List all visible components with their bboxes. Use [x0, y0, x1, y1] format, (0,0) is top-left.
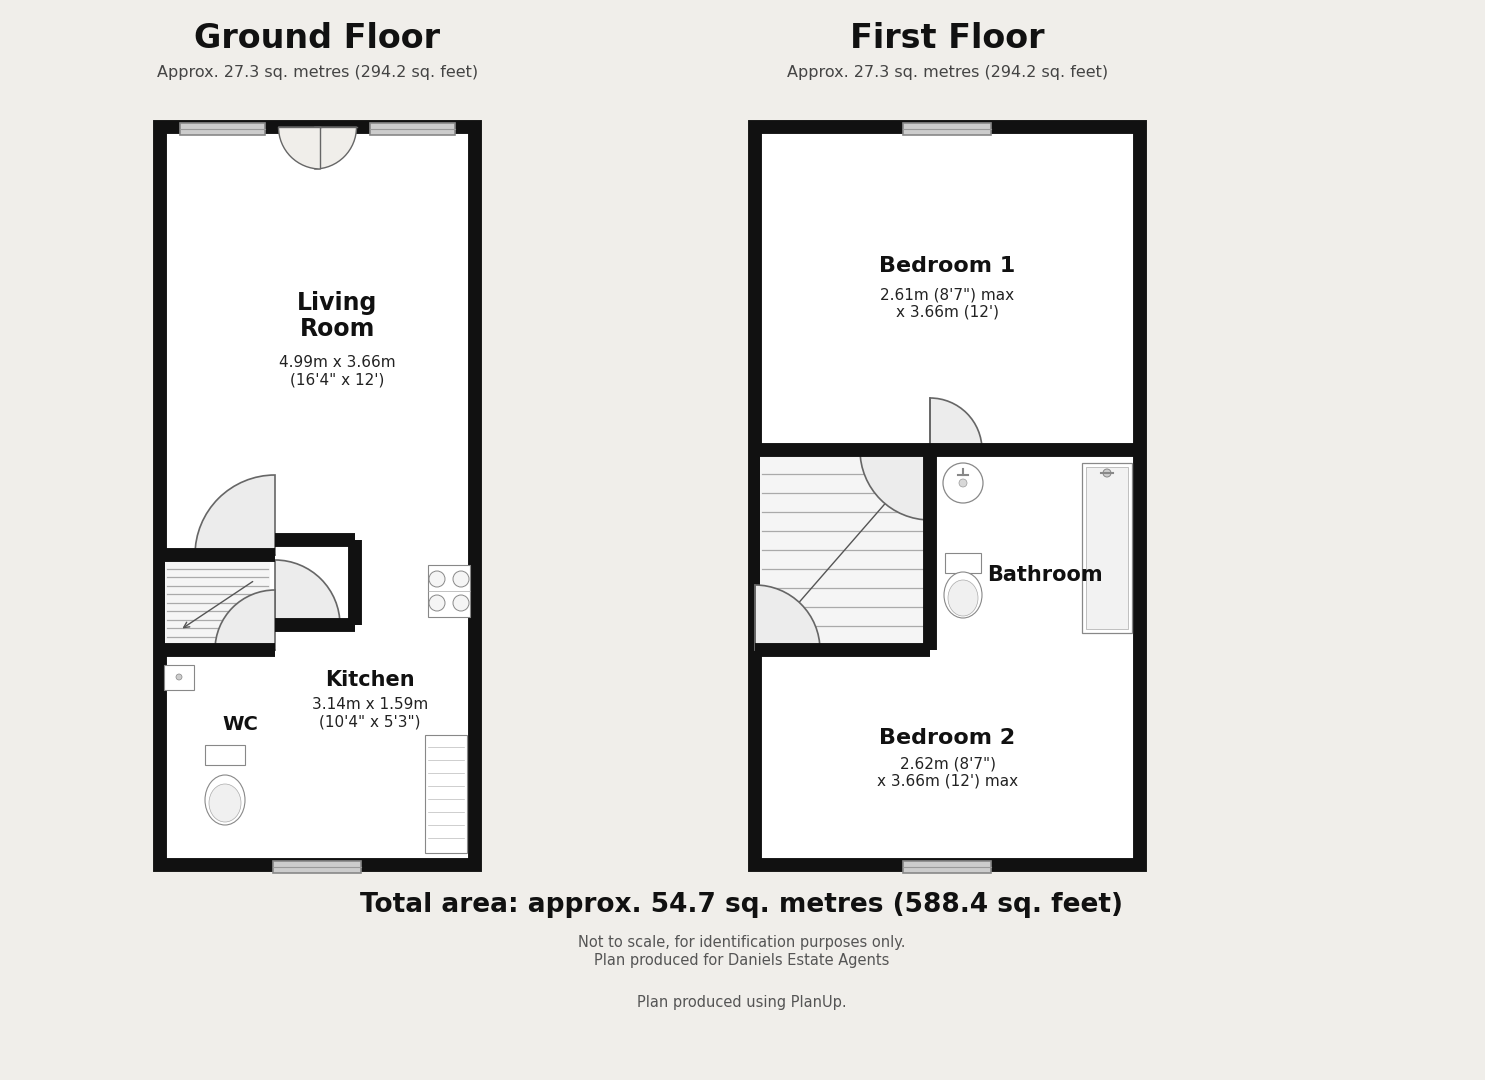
- Text: Approx. 27.3 sq. metres (294.2 sq. feet): Approx. 27.3 sq. metres (294.2 sq. feet): [157, 65, 478, 80]
- Bar: [1086, 467, 1129, 629]
- Wedge shape: [860, 450, 930, 519]
- Circle shape: [177, 674, 183, 680]
- Text: 3.14m x 1.59m
(10'4" x 5'3"): 3.14m x 1.59m (10'4" x 5'3"): [312, 697, 428, 729]
- Text: WC: WC: [223, 715, 258, 734]
- Wedge shape: [215, 590, 275, 650]
- Bar: [205, 745, 245, 765]
- Bar: [760, 455, 925, 645]
- Text: Plan produced using PlanUp.: Plan produced using PlanUp.: [637, 996, 846, 1011]
- Text: 4.99m x 3.66m
(16'4" x 12'): 4.99m x 3.66m (16'4" x 12'): [279, 355, 396, 388]
- Bar: [273, 861, 361, 873]
- Bar: [1083, 463, 1132, 633]
- Ellipse shape: [205, 775, 245, 825]
- Bar: [160, 127, 475, 865]
- Bar: [180, 123, 264, 135]
- Text: Bedroom 2: Bedroom 2: [879, 728, 1016, 747]
- Circle shape: [429, 595, 446, 611]
- Text: 2.62m (8'7")
x 3.66m (12') max: 2.62m (8'7") x 3.66m (12') max: [878, 756, 1019, 788]
- Text: Ground Floor: Ground Floor: [195, 22, 441, 54]
- Wedge shape: [930, 399, 982, 450]
- Wedge shape: [315, 127, 356, 168]
- Text: Total area: approx. 54.7 sq. metres (588.4 sq. feet): Total area: approx. 54.7 sq. metres (588…: [361, 892, 1124, 918]
- Circle shape: [1103, 469, 1111, 477]
- Bar: [370, 123, 454, 135]
- Wedge shape: [195, 475, 275, 555]
- Ellipse shape: [209, 784, 241, 822]
- Bar: [754, 127, 1140, 865]
- Bar: [165, 561, 270, 645]
- Circle shape: [959, 480, 967, 487]
- Text: Not to scale, for identification purposes only.: Not to scale, for identification purpose…: [578, 935, 906, 950]
- Bar: [428, 565, 469, 617]
- Bar: [163, 665, 195, 690]
- Circle shape: [453, 571, 469, 588]
- Wedge shape: [754, 585, 820, 650]
- Ellipse shape: [947, 580, 979, 616]
- Text: Bathroom: Bathroom: [988, 565, 1103, 585]
- Text: Living
Room: Living Room: [297, 291, 377, 341]
- Ellipse shape: [944, 572, 982, 618]
- Circle shape: [943, 463, 983, 503]
- Circle shape: [429, 571, 446, 588]
- Bar: [425, 735, 466, 853]
- Circle shape: [453, 595, 469, 611]
- Wedge shape: [279, 127, 321, 168]
- Bar: [903, 123, 990, 135]
- Text: Kitchen: Kitchen: [325, 671, 414, 690]
- Bar: [903, 861, 990, 873]
- Wedge shape: [275, 561, 340, 625]
- Bar: [944, 553, 982, 573]
- Text: First Floor: First Floor: [851, 22, 1045, 54]
- Text: 2.61m (8'7") max
x 3.66m (12'): 2.61m (8'7") max x 3.66m (12'): [881, 287, 1014, 320]
- Text: Bedroom 1: Bedroom 1: [879, 256, 1016, 276]
- Text: Plan produced for Daniels Estate Agents: Plan produced for Daniels Estate Agents: [594, 953, 890, 968]
- Text: Approx. 27.3 sq. metres (294.2 sq. feet): Approx. 27.3 sq. metres (294.2 sq. feet): [787, 65, 1108, 80]
